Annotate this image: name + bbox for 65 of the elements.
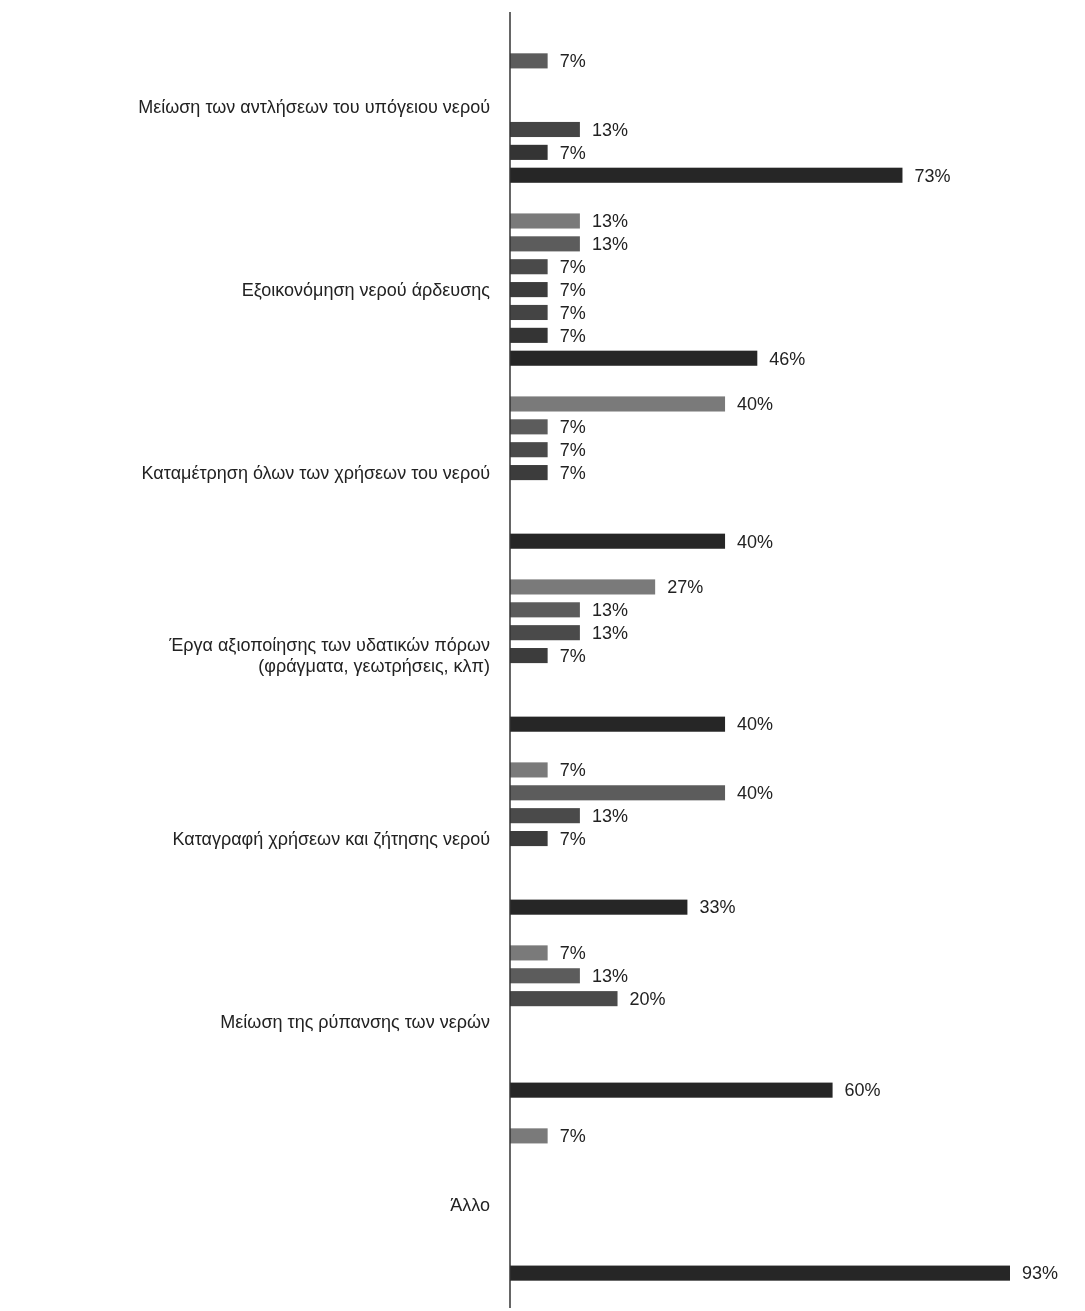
data-label: 13%	[591, 622, 628, 643]
bar	[510, 625, 580, 641]
bar	[510, 236, 580, 252]
bar	[510, 899, 688, 915]
bar	[510, 442, 548, 458]
bar	[510, 991, 618, 1007]
data-label: 20%	[629, 988, 666, 1009]
data-label: 60%	[844, 1080, 881, 1101]
bar	[510, 213, 580, 229]
data-label: 7%	[559, 828, 586, 849]
data-label: 7%	[559, 51, 586, 72]
bar	[510, 716, 726, 732]
data-label: 73%	[914, 165, 951, 186]
data-label: 40%	[737, 714, 774, 735]
y-tick-label: Άλλο	[450, 1194, 490, 1215]
bar	[510, 121, 580, 138]
bar	[510, 945, 548, 961]
data-label: 7%	[559, 462, 586, 483]
y-tick-label: Μείωση της ρύπανσης των νερών	[220, 1011, 490, 1032]
data-label: 7%	[559, 279, 586, 300]
bar	[510, 602, 580, 618]
data-label: 7%	[559, 1126, 586, 1147]
bar	[510, 53, 548, 69]
bar	[510, 579, 656, 595]
y-tick-label: Μείωση των αντλήσεων του υπόγειου νερού	[138, 96, 490, 117]
data-label: 40%	[737, 394, 774, 415]
data-label: 7%	[559, 142, 586, 163]
data-label: 7%	[559, 943, 586, 964]
data-label: 27%	[667, 577, 704, 598]
y-tick-label: Εξοικονόμηση νερού άρδευσης	[241, 279, 491, 300]
bar	[510, 762, 548, 778]
bar	[510, 259, 548, 275]
bar	[510, 1082, 833, 1098]
bar	[510, 1265, 1010, 1281]
data-label: 13%	[591, 211, 628, 232]
data-label: 40%	[737, 783, 774, 804]
data-label: 7%	[559, 257, 586, 278]
bar	[510, 350, 758, 366]
y-tick-label: Καταγραφή χρήσεων και ζήτησης νερού	[172, 828, 490, 849]
data-label: 7%	[559, 440, 586, 461]
bar	[510, 808, 580, 824]
y-tick-label: Καταμέτρηση όλων των χρήσεων του νερού	[141, 462, 490, 483]
bar	[510, 396, 726, 412]
bar	[510, 419, 548, 435]
data-label: 40%	[737, 531, 774, 552]
data-label: 46%	[769, 348, 806, 369]
y-tick-label: Έργα αξιοποίησης των υδατικών πόρων (φράγματα, γεωτρήσεις, κλπ)	[168, 634, 490, 677]
data-label: 93%	[1022, 1263, 1059, 1284]
data-label: 13%	[591, 966, 628, 987]
bar	[510, 785, 726, 801]
data-label: 7%	[559, 302, 586, 323]
bar	[510, 968, 580, 984]
bar	[510, 1128, 548, 1144]
data-label: 7%	[559, 417, 586, 438]
data-label: 13%	[591, 600, 628, 621]
data-label: 13%	[591, 119, 628, 140]
bar	[510, 167, 903, 183]
data-label: 7%	[559, 760, 586, 781]
data-label: 13%	[591, 805, 628, 826]
data-label: 13%	[591, 234, 628, 255]
data-label: 33%	[699, 897, 736, 918]
bar	[510, 533, 726, 549]
data-label: 7%	[559, 645, 586, 666]
data-label: 7%	[559, 325, 586, 346]
bar	[510, 304, 548, 321]
